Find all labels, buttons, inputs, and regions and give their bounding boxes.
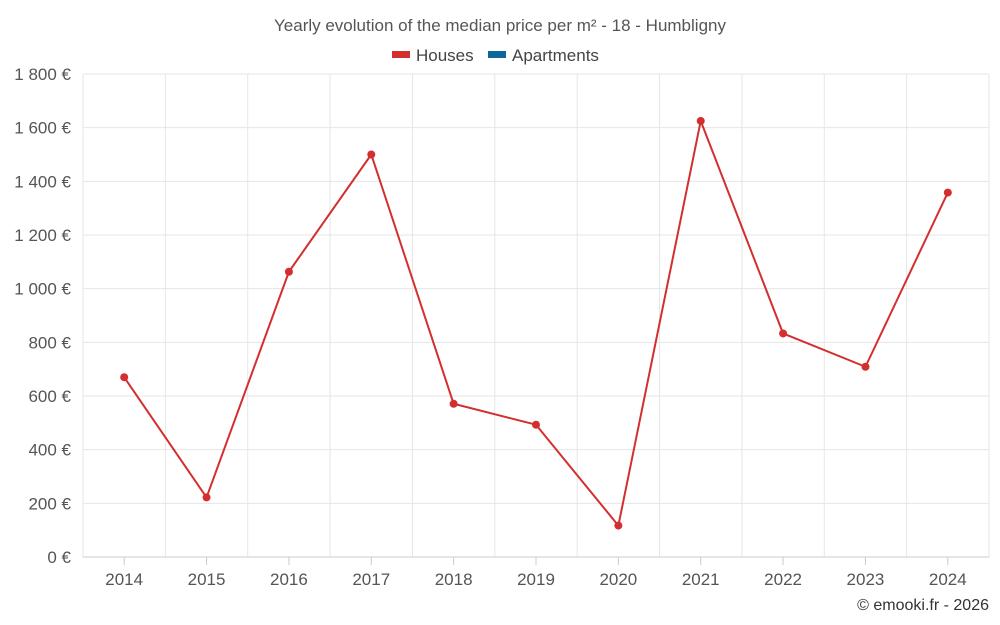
x-tick-label: 2023 <box>847 570 885 589</box>
x-tick-label: 2014 <box>105 570 143 589</box>
x-axis: 2014 2015 2016 2017 2018 2019 2020 2021 2022 2023… <box>83 556 989 589</box>
data-point[interactable] <box>696 116 705 125</box>
gridlines <box>82 73 990 558</box>
data-point[interactable] <box>202 493 211 502</box>
x-tick-label: 2019 <box>517 570 555 589</box>
chart-title: Yearly evolution of the median price per… <box>274 16 726 35</box>
legend-swatch-apartments <box>488 51 506 58</box>
data-point[interactable] <box>532 420 540 429</box>
x-tick-label: 2018 <box>435 570 473 589</box>
x-tick-label: 2016 <box>270 570 308 589</box>
data-point[interactable] <box>943 188 952 197</box>
data-point[interactable] <box>449 399 458 408</box>
y-tick-label: 1 400 € <box>14 172 71 191</box>
legend-label-houses: Houses <box>416 46 474 65</box>
y-tick-label: 200 € <box>28 494 71 513</box>
y-tick-label: 1 200 € <box>14 226 71 245</box>
series-layer <box>120 116 952 530</box>
y-tick-label: 800 € <box>28 333 71 352</box>
legend-item-houses[interactable]: Houses <box>392 46 474 65</box>
legend-item-apartments[interactable]: Apartments <box>488 46 599 65</box>
data-point[interactable] <box>614 521 623 530</box>
y-axis: 0 € 200 € 400 € 600 € 800 € 1 000 € 1 200 € 1 4… <box>14 65 71 567</box>
x-tick-label: 2024 <box>929 570 967 589</box>
x-tick-label: 2021 <box>682 570 720 589</box>
data-point[interactable] <box>861 362 870 371</box>
legend-label-apartments: Apartments <box>512 46 599 65</box>
x-tick-label: 2020 <box>599 570 637 589</box>
data-point[interactable] <box>367 150 376 159</box>
data-point[interactable] <box>284 267 293 276</box>
data-point[interactable] <box>120 373 129 382</box>
y-tick-label: 600 € <box>28 387 71 406</box>
x-tick-label: 2015 <box>188 570 226 589</box>
y-tick-label: 1 800 € <box>14 65 71 84</box>
legend: Houses Apartments <box>392 46 599 65</box>
credit-text: © emooki.fr - 2026 <box>857 597 989 614</box>
y-tick-label: 0 € <box>47 548 71 567</box>
y-tick-label: 400 € <box>28 441 71 460</box>
data-point[interactable] <box>779 329 788 338</box>
legend-swatch-houses <box>392 51 410 58</box>
y-tick-label: 1 600 € <box>14 119 71 138</box>
x-tick-label: 2022 <box>764 570 802 589</box>
y-tick-label: 1 000 € <box>14 280 71 299</box>
x-tick-label: 2017 <box>352 570 390 589</box>
